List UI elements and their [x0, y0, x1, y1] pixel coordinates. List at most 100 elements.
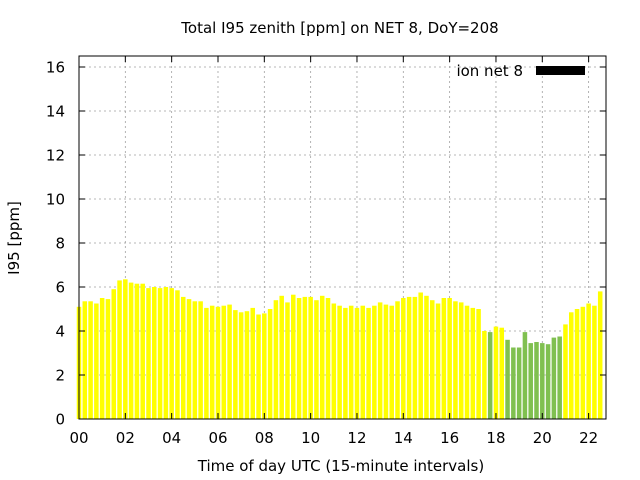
bar: [372, 305, 377, 419]
bar: [453, 301, 458, 419]
bar: [499, 327, 505, 419]
bar: [447, 298, 452, 419]
bar: [256, 314, 261, 419]
bar: [430, 300, 435, 419]
bar: [308, 296, 313, 419]
bar: [296, 298, 302, 419]
x-axis-label: Time of day UTC (15-minute intervals): [197, 457, 484, 475]
x-tick-label: 10: [301, 429, 320, 447]
bar: [146, 288, 151, 419]
bar: [82, 301, 88, 419]
bar: [505, 339, 510, 419]
bar: [522, 332, 528, 419]
bar: [383, 304, 389, 419]
bar: [354, 307, 360, 419]
bar: [319, 295, 325, 419]
bar: [169, 288, 174, 419]
y-tick-label: 6: [55, 279, 65, 297]
x-tick-label: 02: [116, 429, 135, 447]
bar: [105, 299, 111, 419]
bar: [94, 303, 99, 419]
bar: [175, 290, 180, 419]
bar: [470, 307, 476, 419]
x-tick-label: 14: [394, 429, 413, 447]
x-tick-label: 08: [255, 429, 274, 447]
bar: [435, 303, 441, 419]
bar: [418, 292, 423, 419]
y-tick-label: 16: [46, 59, 65, 77]
x-tick-label: 06: [208, 429, 227, 447]
bar: [163, 287, 169, 419]
plot-frame: [78, 55, 607, 420]
legend-swatch: [536, 66, 585, 75]
bar: [273, 300, 279, 419]
bar: [88, 301, 93, 419]
bar: [128, 282, 134, 419]
bar: [458, 302, 464, 419]
bar: [140, 283, 145, 419]
bar: [250, 307, 255, 419]
bar: [592, 305, 597, 419]
bars: [76, 279, 603, 419]
bar: [238, 312, 244, 419]
y-tick-label: 0: [55, 411, 65, 429]
bar: [360, 305, 366, 419]
bar: [476, 309, 481, 419]
axis-ticks: [78, 56, 606, 420]
y-tick-label: 2: [55, 367, 65, 385]
bar: [511, 347, 516, 419]
bar: [424, 295, 429, 419]
bar: [580, 306, 586, 419]
bar: [412, 296, 418, 419]
bar: [487, 332, 493, 419]
bar: [99, 298, 105, 419]
x-tick-label: 04: [162, 429, 181, 447]
bar: [551, 337, 557, 419]
bar: [215, 306, 221, 419]
y-tick-label: 14: [46, 103, 65, 121]
bar: [343, 307, 348, 419]
bar: [117, 280, 122, 419]
bar: [528, 343, 533, 419]
bar: [377, 302, 383, 419]
bar: [568, 312, 574, 419]
bar: [198, 301, 203, 419]
bar: [192, 301, 198, 419]
bar: [574, 309, 580, 419]
bar: [262, 313, 267, 419]
chart-title: Total I95 zenith [ppm] on NET 8, DoY=208: [180, 19, 498, 37]
bar: [563, 324, 568, 419]
bar: [516, 347, 522, 419]
x-tick-labels: 00 02 04 06 08 10 12 14 16 18 20 22: [69, 429, 598, 447]
bar: [152, 287, 157, 419]
bar: [186, 299, 192, 419]
bar: [557, 336, 562, 419]
y-tick-labels: 0 2 4 6 8 10 12 14 16: [46, 59, 65, 429]
y-tick-label: 12: [46, 147, 65, 165]
bar: [204, 307, 209, 419]
x-tick-label: 16: [440, 429, 459, 447]
bar: [279, 295, 284, 419]
bar: [302, 296, 308, 419]
bar: [597, 291, 603, 419]
bar: [325, 298, 331, 419]
y-tick-label: 10: [46, 191, 65, 209]
bar: [545, 344, 551, 419]
bar: [482, 331, 487, 419]
bar: [586, 303, 591, 419]
y-tick-label: 8: [55, 235, 65, 253]
bar: [389, 305, 394, 419]
bar: [209, 305, 215, 419]
bar: [221, 305, 227, 419]
bar: [291, 294, 296, 419]
bar: [331, 303, 337, 419]
bar: [157, 288, 163, 419]
bar: [441, 298, 447, 419]
bar: [267, 309, 273, 419]
x-tick-label: 22: [579, 429, 598, 447]
bar: [244, 311, 250, 419]
bar: [227, 304, 232, 419]
bar: [180, 296, 186, 419]
